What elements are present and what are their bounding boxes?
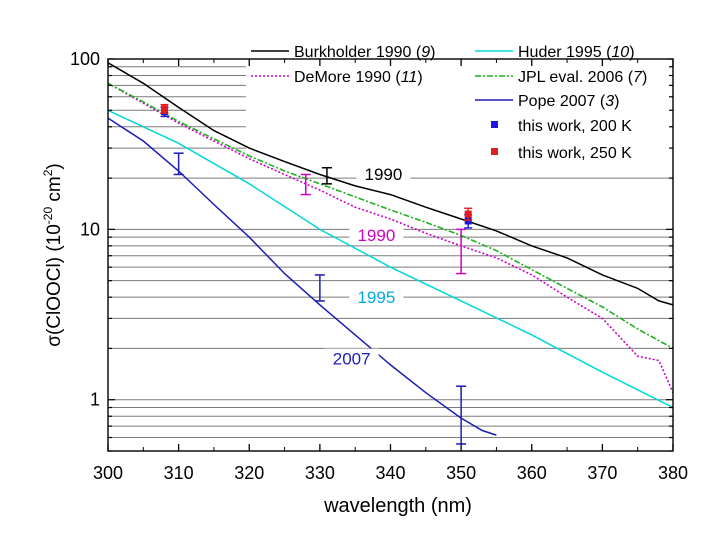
legend-ref-close: ) [629, 44, 634, 61]
y-axis-label-mid: cm [44, 176, 65, 207]
x-tick-label: 360 [517, 463, 547, 483]
annotation-background [324, 348, 379, 369]
annotation-label: 2007 [333, 350, 371, 369]
y-axis-label-sup2: 2 [41, 169, 55, 176]
error-bars-and-points [160, 103, 473, 445]
x-tick-label: 310 [164, 463, 194, 483]
y-axis-label-end: ) [44, 163, 65, 169]
axis-tick-labels: 300 310 320 330 340 350 360 370 380 1 10 100 [70, 49, 688, 483]
x-tick-label: 350 [446, 463, 476, 483]
legend-ref-close: ) [642, 69, 647, 86]
x-tick-label: 320 [234, 463, 264, 483]
x-tick-label: 370 [587, 463, 617, 483]
x-tick-label: 300 [93, 463, 123, 483]
measurement-point [464, 210, 472, 218]
annotation-label: 1990 [365, 165, 403, 184]
measurement-point [161, 105, 168, 113]
x-tick-label: 340 [375, 463, 405, 483]
legend-label: Huder 1995 (10) [518, 44, 635, 61]
legend-ref: 7 [633, 69, 643, 86]
legend-ref: 11 [401, 69, 418, 86]
annotation-label: 1995 [357, 288, 395, 307]
legend-ref-close: ) [417, 69, 422, 86]
legend-label: this work, 250 K [518, 145, 632, 162]
legend-marker [491, 121, 498, 128]
legend: Burkholder 1990 (9) DeMore 1990 (11) Huder… [246, 42, 678, 170]
legend-ref: 9 [421, 44, 430, 61]
legend-ref: 3 [605, 93, 614, 110]
legend-label: DeMore 1990 (11) [294, 69, 423, 86]
axis-ticks [107, 58, 674, 452]
series-line-jpl-eval-2006 [107, 82, 674, 350]
series-line-demore-1990 [107, 82, 674, 394]
legend-ref-close: ) [614, 93, 619, 110]
legend-label: JPL eval. 2006 (7) [518, 69, 647, 86]
legend-ref: 10 [611, 44, 629, 61]
y-axis-label: σ(ClOOCl) (10-20 cm2) [41, 163, 65, 347]
legend-background [246, 42, 678, 170]
annotations: 1990 1990 1995 2007 [324, 164, 411, 369]
y-tick-label: 100 [70, 49, 100, 69]
legend-label: this work, 200 K [518, 118, 632, 135]
legend-ref-close: ) [430, 44, 435, 61]
series-line-burkholder-1990 [107, 62, 674, 306]
x-axis-label: wavelength (nm) [323, 495, 472, 517]
y-tick-label: 10 [80, 219, 100, 239]
annotation-background [356, 164, 411, 185]
annotation-background [349, 286, 404, 307]
legend-label: Pope 2007 (3) [518, 93, 619, 110]
annotation-label: 1990 [357, 226, 395, 245]
y-axis-label-sup1: -20 [41, 207, 55, 225]
x-tick-label: 330 [305, 463, 335, 483]
x-tick-label: 380 [658, 463, 688, 483]
y-axis-label-main: σ(ClOOCl) (10 [44, 224, 65, 347]
y-tick-label: 1 [90, 390, 100, 410]
legend-label: Burkholder 1990 (9) [294, 44, 435, 61]
annotation-background [349, 224, 404, 245]
series-line-huder-1995 [107, 109, 674, 409]
legend-marker [491, 148, 498, 155]
